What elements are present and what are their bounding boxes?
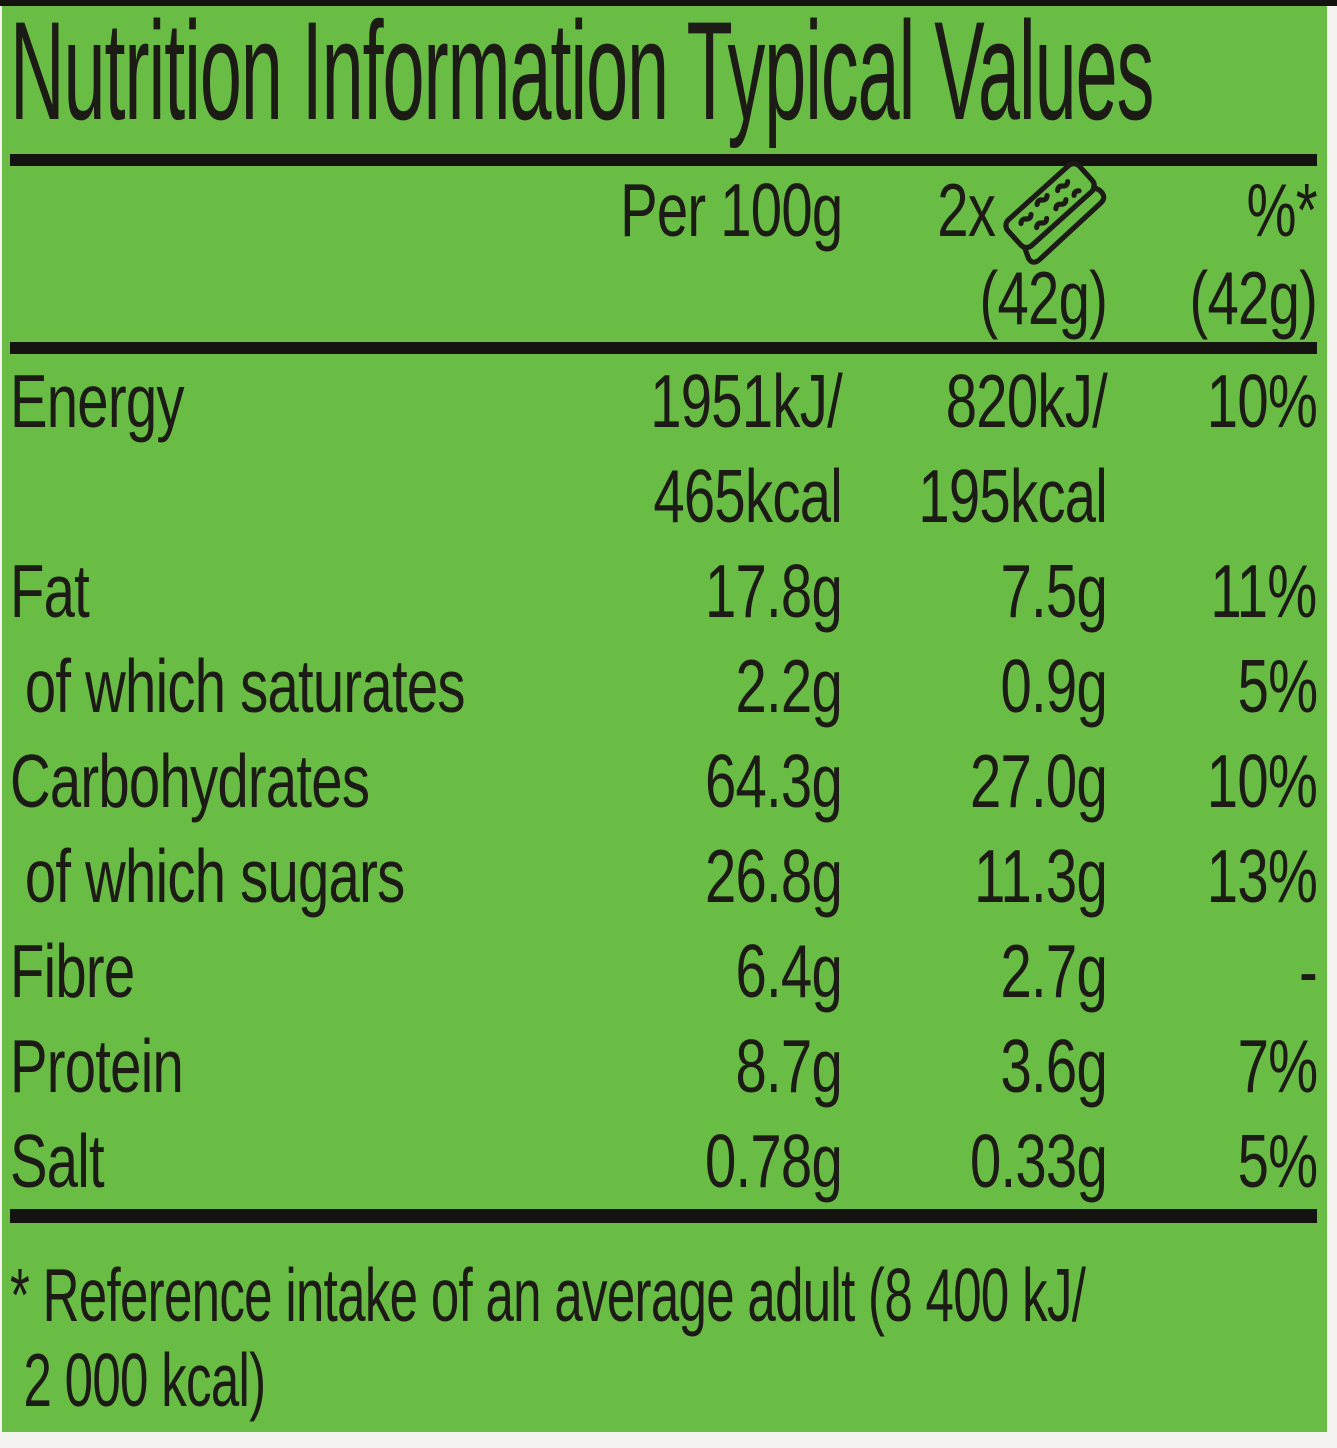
- col-header-portion-weight: (42g): [979, 256, 1107, 340]
- nutrient-name: of which sugars: [10, 834, 405, 918]
- per-100g-value: 8.7g: [735, 1024, 843, 1108]
- header-spacer: [10, 166, 515, 254]
- label-title-text: Nutrition Information Typical Values: [10, 6, 1154, 149]
- column-headers: Per 100g 2x: [2, 161, 1327, 342]
- cereal-bar-icon: [1003, 161, 1107, 265]
- portion-count-label: 2x: [937, 168, 996, 252]
- col-header-reference-weight: (42g): [1189, 256, 1317, 340]
- per-100g-value: 17.8g: [704, 549, 843, 633]
- nutrient-name: of which saturates: [10, 644, 466, 728]
- per-portion-value: 820kJ/ 195kcal: [918, 359, 1107, 538]
- nutrient-name: Fibre: [10, 929, 135, 1013]
- per-portion-value: 27.0g: [969, 739, 1108, 823]
- col-header-per-portion: 2x: [842, 161, 1107, 265]
- header-spacer: [515, 254, 842, 342]
- top-border: [0, 0, 1337, 6]
- per-portion-value: 0.9g: [1000, 644, 1108, 728]
- footnote-line-1: * Reference intake of an average adult (…: [10, 1253, 1086, 1337]
- reference-intake-value: 10%: [1206, 739, 1318, 823]
- per-100g-value: 0.78g: [704, 1119, 843, 1203]
- nutrient-name: Fat: [10, 549, 90, 633]
- label-title: Nutrition Information Typical Values: [2, 6, 1327, 146]
- reference-intake-footnote: * Reference intake of an average adult (…: [2, 1253, 1327, 1423]
- footnote-line-2: 2 000 kcal): [10, 1338, 266, 1422]
- reference-intake-value: 7%: [1237, 1024, 1318, 1108]
- nutrient-name: Carbohydrates: [10, 739, 370, 823]
- per-100g-value: 2.2g: [735, 644, 843, 728]
- nutrient-name: Salt: [10, 1119, 105, 1203]
- nutrition-label: Nutrition Information Typical Values Per…: [2, 6, 1327, 1432]
- per-100g-value: 64.3g: [704, 739, 843, 823]
- per-100g-value: 6.4g: [735, 929, 843, 1013]
- col-header-per-100g: Per 100g: [619, 168, 843, 252]
- reference-intake-value: 5%: [1237, 644, 1318, 728]
- per-portion-value: 2.7g: [1000, 929, 1108, 1013]
- per-portion-value: 11.3g: [974, 834, 1108, 918]
- nutrient-name: Energy: [10, 359, 184, 443]
- nutrient-name: Protein: [10, 1024, 184, 1108]
- header-spacer: [10, 254, 515, 342]
- reference-intake-value: 5%: [1237, 1119, 1318, 1203]
- per-100g-value: 1951kJ/ 465kcal: [650, 359, 843, 538]
- reference-intake-value: 10%: [1206, 359, 1318, 443]
- per-100g-value: 26.8g: [704, 834, 843, 918]
- per-portion-value: 3.6g: [1000, 1024, 1108, 1108]
- reference-intake-value: -: [1299, 929, 1318, 1013]
- per-portion-value: 0.33g: [969, 1119, 1108, 1203]
- reference-intake-value: 13%: [1206, 834, 1318, 918]
- per-portion-value: 7.5g: [1000, 549, 1108, 633]
- nutrition-table: Energy 1951kJ/ 465kcal 820kJ/ 195kcal 10…: [2, 354, 1327, 1209]
- col-header-reference-intake: %*: [1246, 168, 1318, 252]
- reference-intake-value: 11%: [1210, 549, 1318, 633]
- divider-under-title: [10, 154, 1317, 166]
- divider-above-footnote: [10, 1209, 1317, 1223]
- divider-under-headers: [10, 342, 1317, 354]
